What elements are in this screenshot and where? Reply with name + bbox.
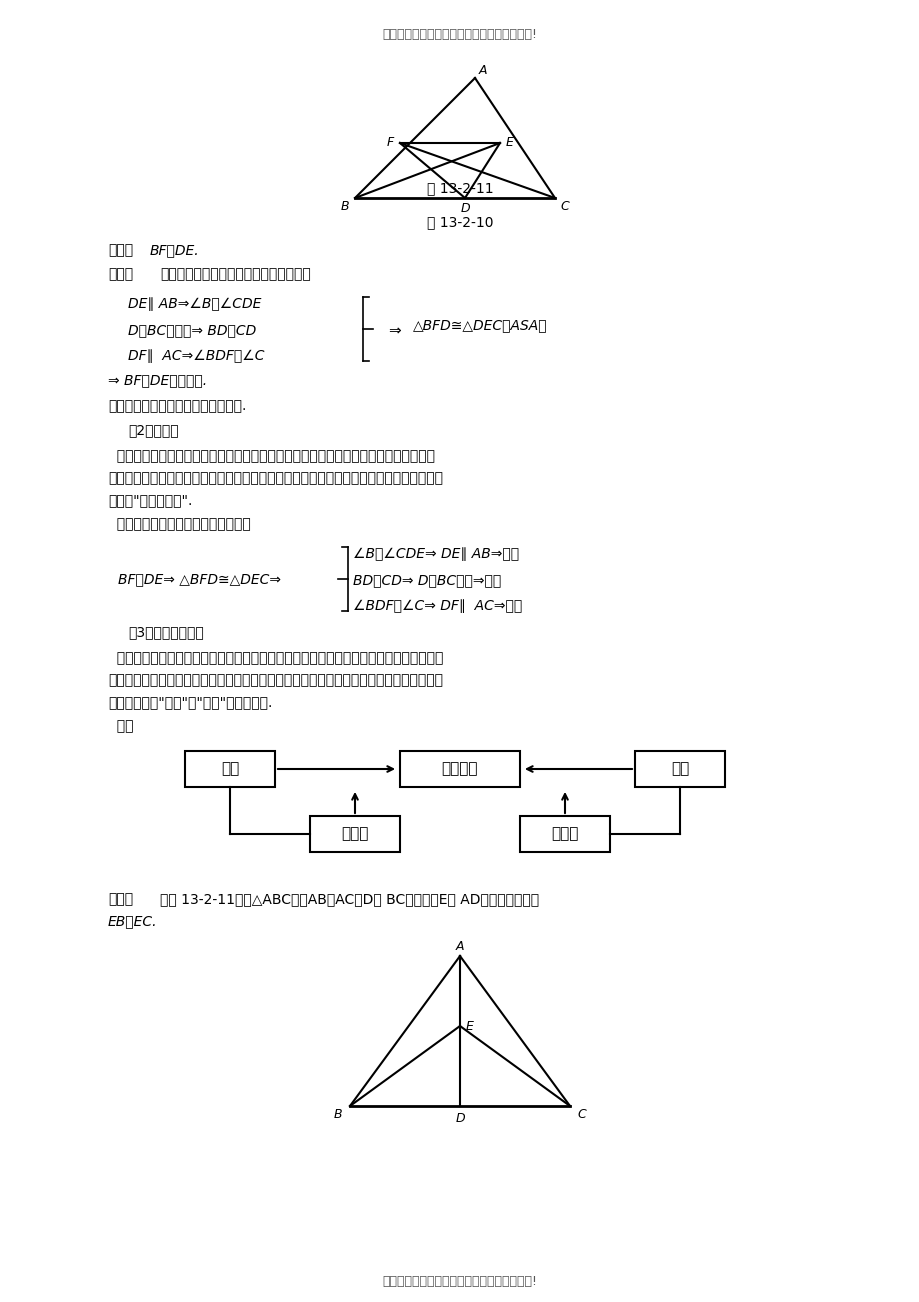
Text: E: E: [505, 137, 514, 150]
Text: D是BC的中心⇒ BD＝CD: D是BC的中心⇒ BD＝CD: [128, 323, 256, 337]
Text: E: E: [466, 1019, 473, 1032]
Text: F: F: [386, 137, 393, 150]
Text: 分析：: 分析：: [108, 267, 133, 281]
Text: 时也叫"执果索因法".: 时也叫"执果索因法".: [108, 493, 192, 506]
Text: （3）分析－综合法: （3）分析－综合法: [128, 625, 203, 639]
Text: A: A: [455, 940, 464, 953]
Text: 凑，直至沟通"已知"和"结论"的两个方面.: 凑，直至沟通"已知"和"结论"的两个方面.: [108, 695, 272, 710]
Text: BF＝DE.: BF＝DE.: [150, 243, 199, 256]
Text: 论成立的条件，这样一步步地递求，一直追溯到结论成立的条件与已知条件相吻合为止，有: 论成立的条件，这样一步步地递求，一直追溯到结论成立的条件与已知条件相吻合为止，有: [108, 471, 443, 486]
Text: 如图 13-2-11，在△ABC中，AB＝AC，D是 BC的中点，E是 AD上任一点，连接: 如图 13-2-11，在△ABC中，AB＝AC，D是 BC的中点，E是 AD上任…: [160, 892, 539, 906]
Text: 图 13-2-10: 图 13-2-10: [426, 215, 493, 229]
Text: B: B: [340, 199, 349, 212]
Text: A: A: [478, 64, 487, 77]
Text: 欢迎阅读本文档，希望本文档能对您有所帮助!: 欢迎阅读本文档，希望本文档能对您有所帮助!: [382, 29, 537, 40]
Text: 结论: 结论: [670, 762, 688, 776]
Text: （2）分析法: （2）分析法: [128, 423, 178, 437]
Text: 例如：: 例如：: [108, 892, 133, 906]
Text: 层层逆推，当思维遇到障碍时，再从条件出发，顺推几步，看可以得出什么结论，从而两边: 层层逆推，当思维遇到障碍时，再从条件出发，顺推几步，看可以得出什么结论，从而两边: [108, 673, 443, 687]
Text: C: C: [560, 199, 569, 212]
Text: C: C: [577, 1108, 585, 1121]
Text: 已知: 已知: [221, 762, 239, 776]
Text: ∠BDF＝∠C⇒ DF∥  AC⇒已知: ∠BDF＝∠C⇒ DF∥ AC⇒已知: [353, 599, 522, 613]
Text: 图 13-2-11: 图 13-2-11: [426, 181, 493, 195]
Text: 如上题，用分析法的探索过程如下：: 如上题，用分析法的探索过程如下：: [108, 517, 251, 531]
Text: B: B: [334, 1108, 342, 1121]
Text: DE∥ AB⇒∠B＝∠CDE: DE∥ AB⇒∠B＝∠CDE: [128, 297, 261, 311]
Text: 求证：: 求证：: [108, 243, 133, 256]
Text: 以上这种由因导果的方法就是综合法.: 以上这种由因导果的方法就是综合法.: [108, 398, 246, 413]
FancyBboxPatch shape: [634, 751, 724, 786]
Text: D: D: [460, 202, 470, 215]
Text: ∠B＝∠CDE⇒ DE∥ AB⇒已知: ∠B＝∠CDE⇒ DE∥ AB⇒已知: [353, 547, 518, 561]
FancyBboxPatch shape: [519, 816, 609, 852]
Text: △BFD≅△DEC（ASA）: △BFD≅△DEC（ASA）: [413, 318, 547, 332]
Text: ⇒ BF＝DE（目标）.: ⇒ BF＝DE（目标）.: [108, 372, 207, 387]
Text: 中间条件: 中间条件: [441, 762, 478, 776]
Text: BF＝DE⇒ △BFD≅△DEC⇒: BF＝DE⇒ △BFD≅△DEC⇒: [118, 572, 280, 586]
Text: BD＝CD⇒ D是BC中点⇒已知: BD＝CD⇒ D是BC中点⇒已知: [353, 573, 501, 587]
Text: 分析法: 分析法: [550, 827, 578, 841]
Text: 在实际的思考过程中，往往需要使用这两种方法，先从结论出发，想一想需要什么条件，: 在实际的思考过程中，往往需要使用这两种方法，先从结论出发，想一想需要什么条件，: [108, 651, 443, 665]
FancyBboxPatch shape: [400, 751, 519, 786]
Text: 从已知条件到推出结论，其探索过程如下: 从已知条件到推出结论，其探索过程如下: [160, 267, 311, 281]
Text: 就是从要判断的结论出发，根据已学的定义、定理、公理、性质等，倒过来寻找能使结: 就是从要判断的结论出发，根据已学的定义、定理、公理、性质等，倒过来寻找能使结: [108, 449, 435, 464]
Text: D: D: [455, 1112, 464, 1125]
Text: 欢迎阅读本文档，希望本文档能对您有所帮助!: 欢迎阅读本文档，希望本文档能对您有所帮助!: [382, 1275, 537, 1288]
Text: EB、EC.: EB、EC.: [108, 914, 157, 928]
FancyBboxPatch shape: [185, 751, 275, 786]
Text: 即：: 即：: [108, 719, 133, 733]
Text: ⇒: ⇒: [388, 323, 401, 339]
Text: DF∥  AC⇒∠BDF＝∠C: DF∥ AC⇒∠BDF＝∠C: [128, 349, 265, 363]
FancyBboxPatch shape: [310, 816, 400, 852]
Text: 综合法: 综合法: [341, 827, 369, 841]
